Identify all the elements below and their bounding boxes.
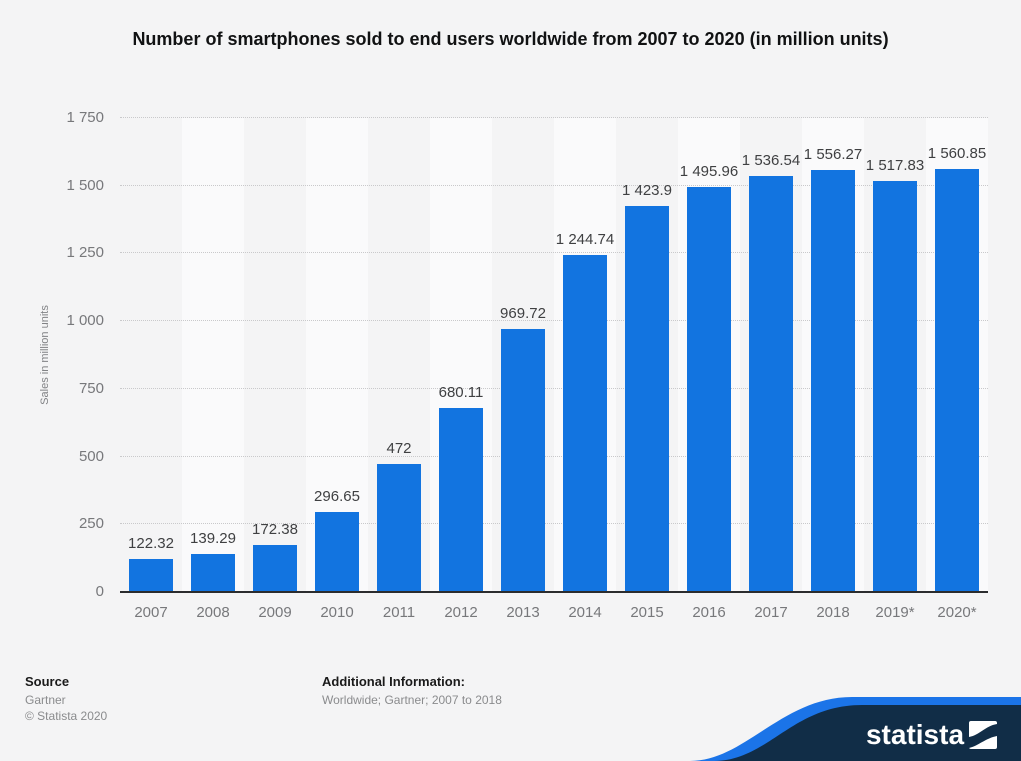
x-axis-line xyxy=(120,591,988,593)
x-tick-2010: 2010 xyxy=(320,604,354,621)
y-tick-1250: 1 250 xyxy=(66,244,104,262)
x-tick-2015: 2015 xyxy=(630,604,664,621)
value-label-2007: 122.32 xyxy=(128,534,174,552)
bar-2020* xyxy=(935,169,979,592)
y-tick-1750: 1 750 xyxy=(66,109,104,126)
plot-area: 122.32 2007 139.29 2008 172.38 2009 296.65 2010… xyxy=(120,117,988,621)
chart-title-text: Number of smartphones sold to end users … xyxy=(132,29,889,49)
column-2012: 680.11 2012 xyxy=(430,118,492,621)
gridline-250 xyxy=(120,523,988,525)
column-2019*: 1 517.83 2019* xyxy=(864,118,926,621)
y-tick-1500: 1 500 xyxy=(66,176,104,194)
column-2010: 296.65 2010 xyxy=(306,118,368,621)
x-tick-2020*: 2020* xyxy=(937,604,977,621)
gridline-500 xyxy=(120,455,988,457)
value-label-2011: 472 xyxy=(386,440,412,458)
chart-title: Number of smartphones sold to end users … xyxy=(0,20,1021,58)
column-2015: 1 423.9 2015 xyxy=(616,118,678,621)
bar-2018 xyxy=(811,170,855,592)
copyright: © Statista 2020 xyxy=(25,709,108,723)
gridline-1250 xyxy=(120,252,988,254)
column-2007: 122.32 2007 xyxy=(120,118,182,621)
value-label-2010: 296.65 xyxy=(314,487,360,505)
y-tick-500: 500 xyxy=(78,447,104,465)
column-2016: 1 495.96 2016 xyxy=(678,118,740,621)
x-tick-2016: 2016 xyxy=(692,604,726,621)
value-label-2020*: 1 560.85 xyxy=(927,145,987,163)
bar-2015 xyxy=(625,206,669,592)
value-label-2019*: 1 517.83 xyxy=(865,156,925,174)
y-tick-0: 0 xyxy=(95,583,104,600)
x-tick-2017: 2017 xyxy=(754,604,788,621)
bar-2011 xyxy=(377,464,421,592)
x-tick-2012: 2012 xyxy=(444,604,478,621)
value-label-2012: 680.11 xyxy=(438,383,484,401)
bar-2016 xyxy=(687,186,731,592)
value-label-2014: 1 244.74 xyxy=(555,230,615,248)
y-tick-1000: 1 000 xyxy=(66,312,104,330)
gridline-750 xyxy=(120,387,988,389)
column-2009: 172.38 2009 xyxy=(244,118,306,621)
value-label-2008: 139.29 xyxy=(190,530,236,548)
gridline-1000 xyxy=(120,320,988,322)
value-label-2015: 1 423.9 xyxy=(621,182,673,200)
additional-info-block: Additional Information: Worldwide; Gartn… xyxy=(322,674,502,708)
additional-info-heading: Additional Information: xyxy=(322,674,465,689)
bar-2008 xyxy=(191,554,235,592)
column-2018: 1 556.27 2018 xyxy=(802,118,864,621)
bar-2009 xyxy=(253,545,297,592)
x-tick-2014: 2014 xyxy=(568,604,602,621)
source-heading: Source xyxy=(25,674,70,689)
bar-2013 xyxy=(501,329,545,592)
banner-navy-shape xyxy=(714,705,1021,761)
value-label-2016: 1 495.96 xyxy=(679,162,739,180)
column-2013: 969.72 2013 xyxy=(492,118,554,621)
statista-logo-mark-icon xyxy=(969,721,997,749)
gridline-1750 xyxy=(120,117,988,118)
x-tick-2013: 2013 xyxy=(506,604,540,621)
statista-banner: statista xyxy=(690,697,1021,761)
value-label-2009: 172.38 xyxy=(252,521,298,539)
x-tick-2018: 2018 xyxy=(816,604,850,621)
x-tick-2019*: 2019* xyxy=(875,604,915,621)
value-label-2013: 969.72 xyxy=(500,305,546,323)
x-tick-2011: 2011 xyxy=(382,604,416,621)
source-block: Source Gartner © Statista 2020 xyxy=(25,674,107,724)
column-2014: 1 244.74 2014 xyxy=(554,118,616,621)
value-label-2018: 1 556.27 xyxy=(803,146,863,164)
bar-2014 xyxy=(563,254,607,592)
x-tick-2008: 2008 xyxy=(196,604,230,621)
gridline-1500 xyxy=(120,184,988,186)
column-2020*: 1 560.85 2020* xyxy=(926,118,988,621)
column-2011: 472 2011 xyxy=(368,118,430,621)
x-tick-2007: 2007 xyxy=(134,604,168,621)
additional-info-text: Worldwide; Gartner; 2007 to 2018 xyxy=(322,693,502,707)
bar-2007 xyxy=(129,558,173,592)
y-tick-750: 750 xyxy=(78,379,104,397)
y-tick-250: 250 xyxy=(78,515,104,533)
x-tick-2009: 2009 xyxy=(258,604,292,621)
bar-2012 xyxy=(439,407,483,592)
bar-2017 xyxy=(749,175,793,592)
column-2017: 1 536.54 2017 xyxy=(740,118,802,621)
value-label-2017: 1 536.54 xyxy=(741,151,801,169)
column-2008: 139.29 2008 xyxy=(182,118,244,621)
statista-logo-text: statista xyxy=(866,719,964,750)
bar-2019* xyxy=(873,180,917,592)
bar-2010 xyxy=(315,511,359,592)
source-name: Gartner xyxy=(25,693,66,707)
